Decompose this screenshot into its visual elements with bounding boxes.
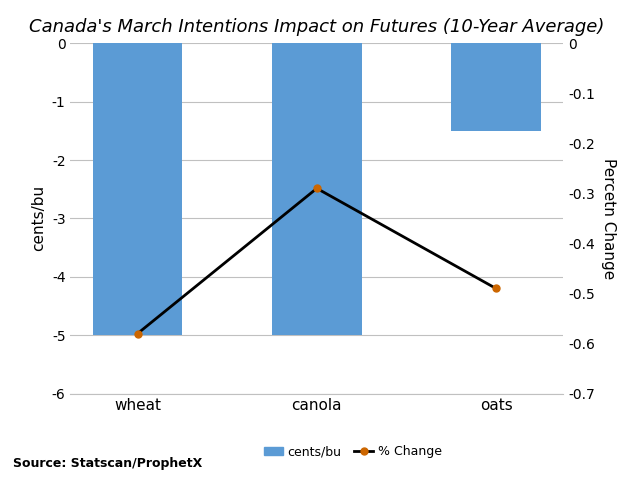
Y-axis label: Percetn Change: Percetn Change [601,158,616,279]
Y-axis label: cents/bu: cents/bu [31,185,46,252]
Legend: cents/bu, % Change: cents/bu, % Change [264,445,442,458]
Bar [93,43,182,335]
Bar [272,43,362,335]
Text: Source: Statscan/ProphetX: Source: Statscan/ProphetX [13,457,202,470]
Title: Canada's March Intentions Impact on Futures (10-Year Average): Canada's March Intentions Impact on Futu… [29,18,605,36]
Bar [451,43,541,131]
